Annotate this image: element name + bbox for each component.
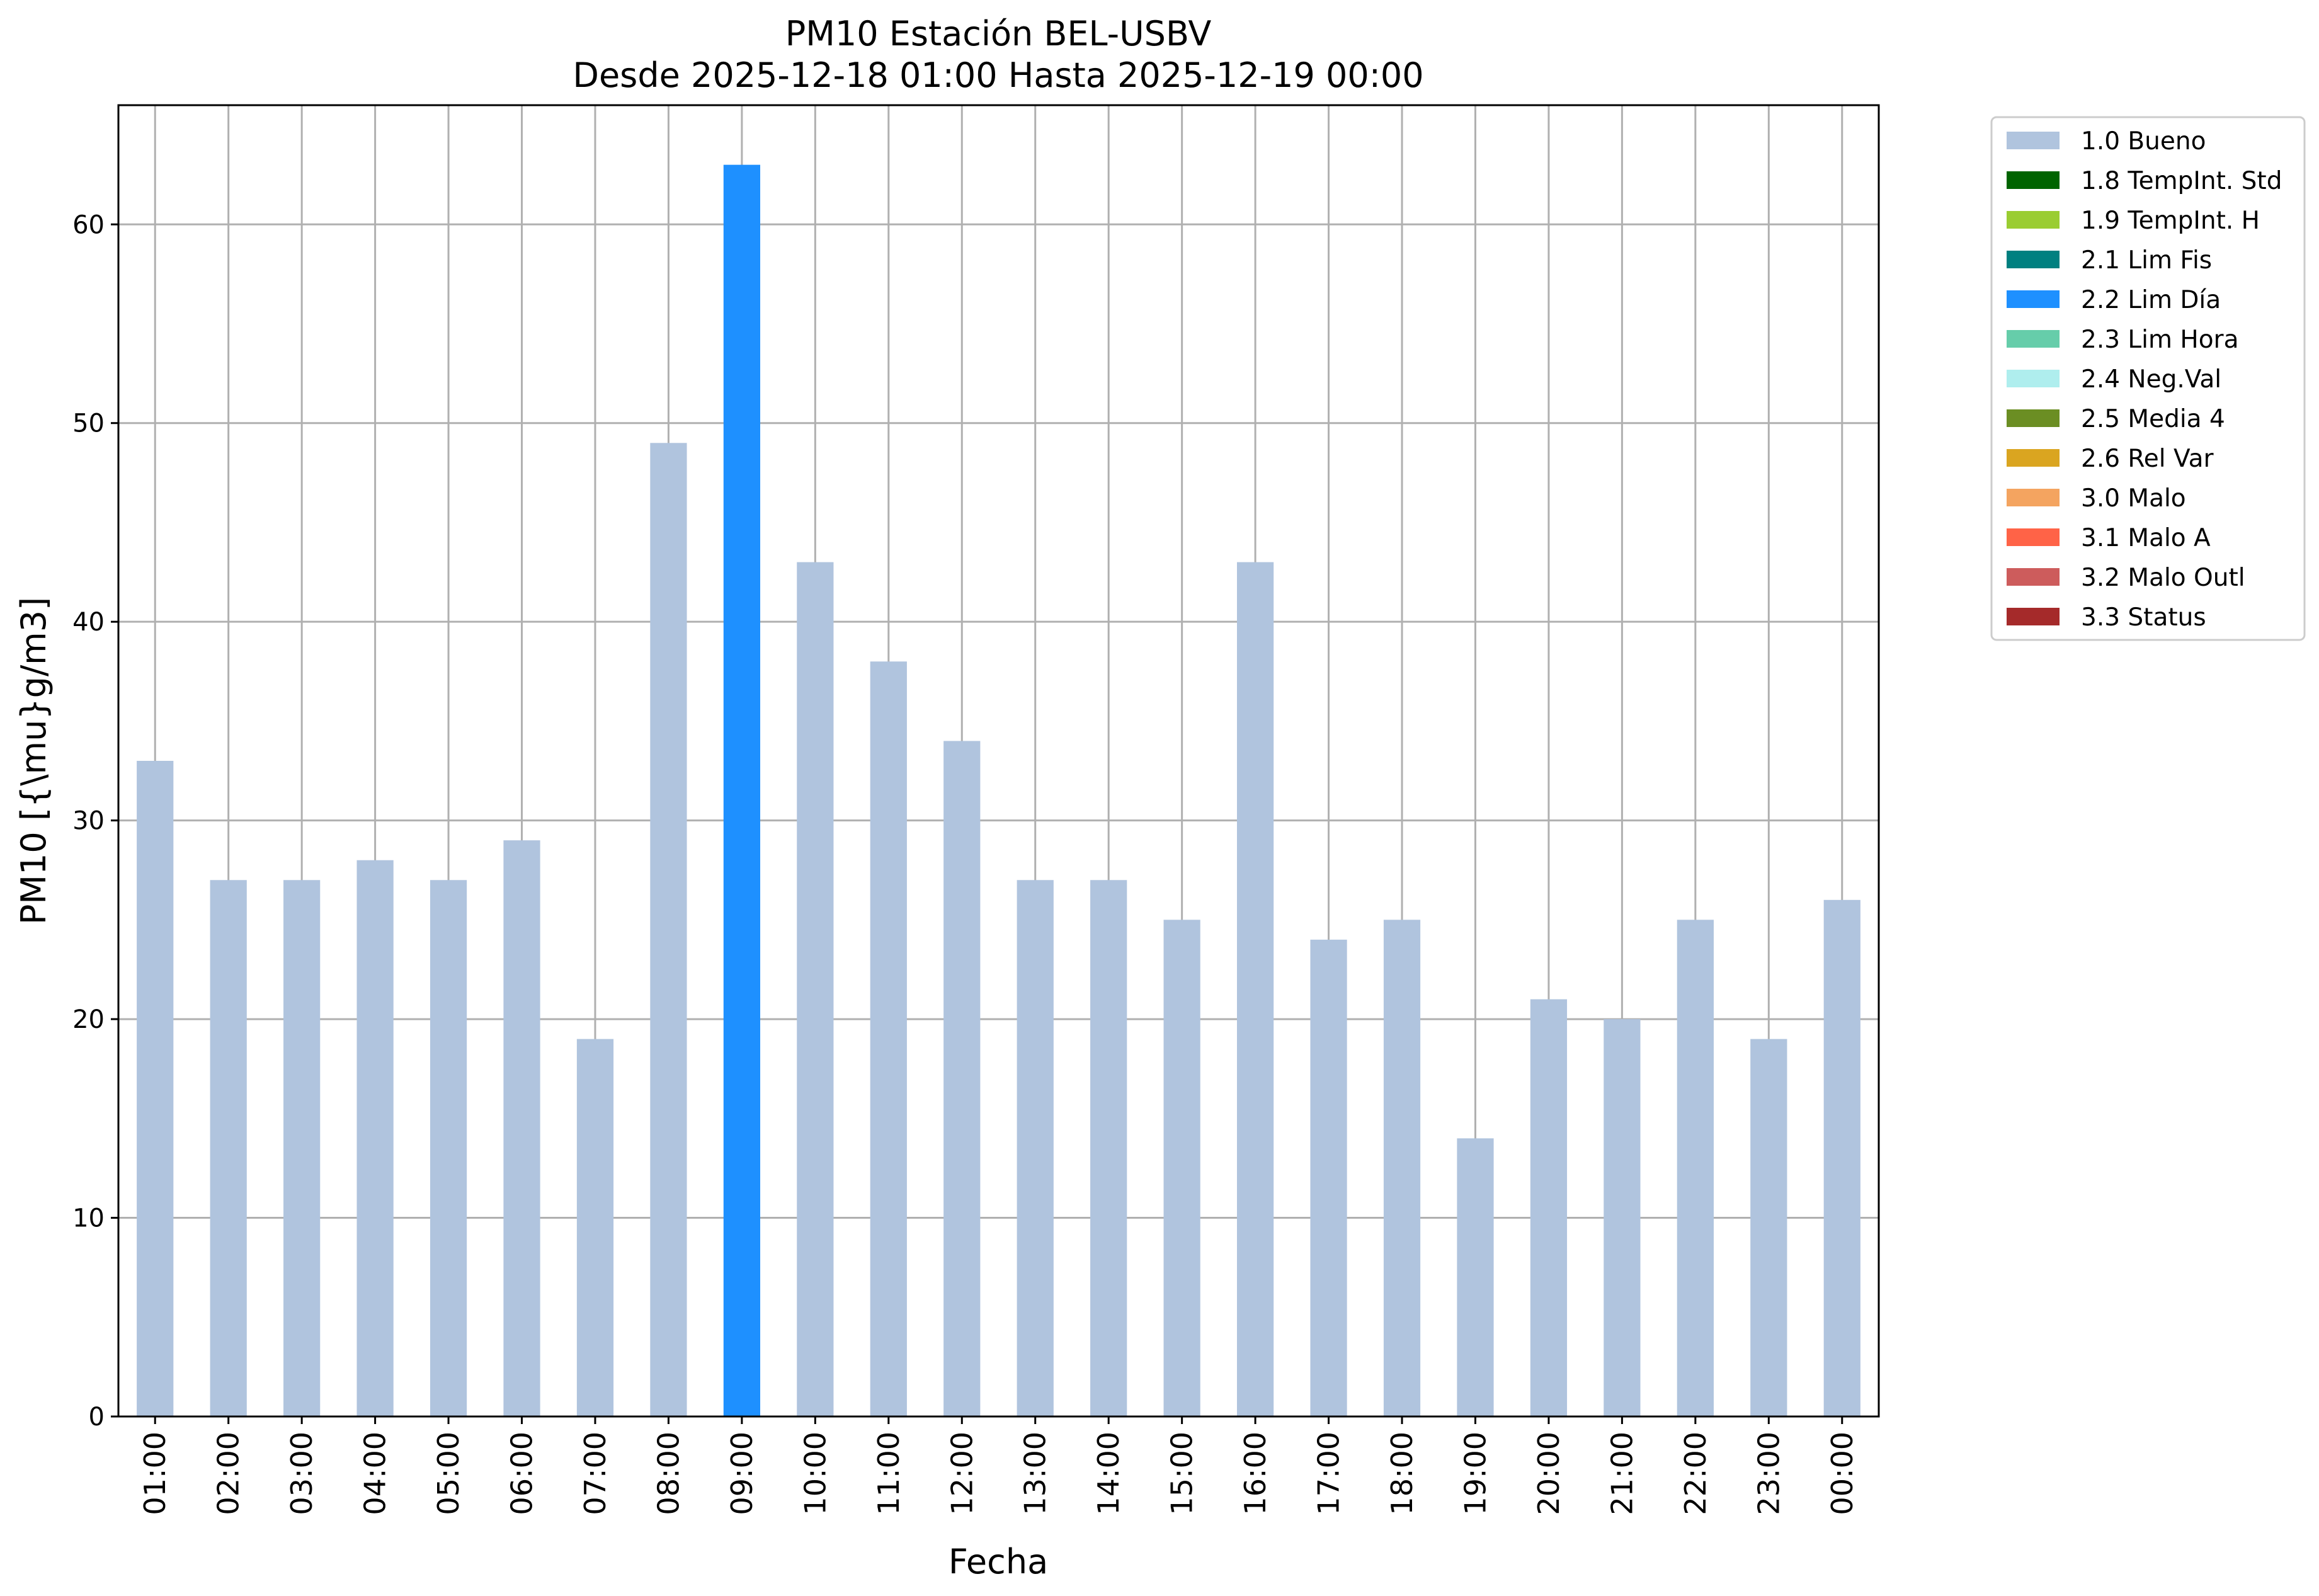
bar-2200 xyxy=(1677,920,1714,1416)
bar-1100 xyxy=(870,661,907,1416)
y-tick-label: 60 xyxy=(72,210,105,239)
y-tick-label: 30 xyxy=(72,807,105,836)
x-tick-label: 06:00 xyxy=(505,1432,539,1515)
x-tick-label: 08:00 xyxy=(651,1432,685,1515)
bar-1900 xyxy=(1457,1138,1494,1416)
legend-swatch xyxy=(2007,489,2060,506)
legend-label: 2.5 Media 4 xyxy=(2081,405,2225,433)
legend-label: 2.3 Lim Hora xyxy=(2081,326,2239,354)
x-tick-label: 22:00 xyxy=(1678,1432,1712,1515)
legend-swatch xyxy=(2007,171,2060,189)
bar-0400 xyxy=(356,860,394,1416)
bar-1600 xyxy=(1236,562,1274,1417)
legend-swatch xyxy=(2007,449,2060,467)
x-axis-ticks: 01:00 02:00 03:00 04:00 05:00 06:00 07:00 08:00… xyxy=(138,1416,1859,1515)
chart-subtitle: Desde 2025-12-18 01:00 Hasta 2025-12-19 … xyxy=(573,55,1423,95)
chart-title: PM10 Estación BEL-USBV xyxy=(785,14,1212,54)
bar-0200 xyxy=(210,880,247,1416)
y-axis-ticks: 0 10 20 30 40 50 60 xyxy=(72,210,118,1432)
legend-swatch xyxy=(2007,528,2060,546)
legend-swatch xyxy=(2007,211,2060,229)
y-tick-label: 50 xyxy=(72,409,105,438)
x-tick-label: 18:00 xyxy=(1385,1432,1419,1515)
x-tick-label: 01:00 xyxy=(138,1432,172,1515)
legend-label: 3.0 Malo xyxy=(2081,484,2186,513)
x-tick-label: 19:00 xyxy=(1458,1432,1492,1515)
bar-1200 xyxy=(943,741,981,1416)
legend-label: 2.2 Lim Día xyxy=(2081,286,2221,314)
legend-label: 2.1 Lim Fis xyxy=(2081,246,2212,275)
bar-0100 xyxy=(137,761,174,1416)
legend-swatch xyxy=(2007,132,2060,149)
x-tick-label: 17:00 xyxy=(1312,1432,1346,1515)
x-tick-label: 00:00 xyxy=(1825,1432,1859,1515)
x-tick-label: 20:00 xyxy=(1532,1432,1566,1515)
legend-label: 3.2 Malo Outl xyxy=(2081,564,2245,592)
legend-swatch xyxy=(2007,290,2060,308)
x-tick-label: 15:00 xyxy=(1165,1432,1199,1515)
legend-frame xyxy=(1990,116,2306,641)
x-tick-label: 21:00 xyxy=(1605,1432,1639,1515)
legend-label: 1.0 Bueno xyxy=(2081,127,2206,156)
legend-swatch xyxy=(2007,568,2060,586)
x-tick-label: 03:00 xyxy=(285,1432,319,1515)
plot-frame xyxy=(117,104,1880,1418)
bar-1000 xyxy=(797,562,834,1417)
legend-swatch xyxy=(2007,608,2060,625)
legend-label: 1.8 TempInt. Std xyxy=(2081,167,2282,195)
legend-label: 3.3 Status xyxy=(2081,603,2206,632)
legend-label: 2.4 Neg.Val xyxy=(2081,365,2221,394)
x-tick-label: 02:00 xyxy=(212,1432,246,1515)
y-tick-label: 0 xyxy=(89,1403,105,1432)
x-tick-label: 14:00 xyxy=(1091,1432,1125,1515)
y-tick-label: 40 xyxy=(72,608,105,637)
x-tick-label: 16:00 xyxy=(1238,1432,1272,1515)
bars xyxy=(137,164,1860,1417)
y-tick-label: 10 xyxy=(72,1204,105,1233)
x-tick-label: 04:00 xyxy=(358,1432,392,1515)
bar-0700 xyxy=(576,1039,614,1416)
legend-label: 3.1 Malo A xyxy=(2081,524,2211,552)
bar-0800 xyxy=(650,443,687,1416)
x-tick-label: 11:00 xyxy=(872,1432,906,1515)
bar-1300 xyxy=(1017,880,1054,1416)
x-tick-label: 13:00 xyxy=(1018,1432,1052,1515)
x-tick-label: 09:00 xyxy=(725,1432,759,1515)
legend-swatch xyxy=(2007,370,2060,387)
legend-swatch xyxy=(2007,409,2060,427)
x-tick-label: 05:00 xyxy=(431,1432,465,1515)
legend-swatch xyxy=(2007,330,2060,348)
bar-2000 xyxy=(1530,999,1568,1416)
y-tick-label: 20 xyxy=(72,1005,105,1034)
bar-0300 xyxy=(283,880,321,1416)
x-axis-label: Fecha xyxy=(949,1542,1048,1582)
bar-2100 xyxy=(1604,1019,1641,1416)
bar-0000 xyxy=(1823,899,1860,1416)
legend-swatch xyxy=(2007,251,2060,268)
bar-1400 xyxy=(1090,880,1127,1416)
x-tick-label: 12:00 xyxy=(945,1432,979,1515)
legend-label: 1.9 TempInt. H xyxy=(2081,207,2260,235)
x-tick-label: 07:00 xyxy=(578,1432,612,1515)
x-tick-label: 23:00 xyxy=(1752,1432,1786,1515)
legend-label: 2.6 Rel Var xyxy=(2081,445,2214,473)
bar-0500 xyxy=(430,880,467,1416)
bar-2300 xyxy=(1750,1039,1787,1416)
bar-1800 xyxy=(1383,920,1421,1416)
x-tick-label: 10:00 xyxy=(798,1432,832,1515)
legend: 1.0 Bueno 1.8 TempInt. Std 1.9 TempInt. H 2… xyxy=(1990,116,2306,641)
bar-0600 xyxy=(503,840,540,1416)
bar-1700 xyxy=(1310,939,1347,1416)
bar-0900 xyxy=(723,164,761,1416)
y-axis-label: PM10 [{\mu}g/m3] xyxy=(14,597,54,925)
bar-1500 xyxy=(1163,920,1200,1416)
